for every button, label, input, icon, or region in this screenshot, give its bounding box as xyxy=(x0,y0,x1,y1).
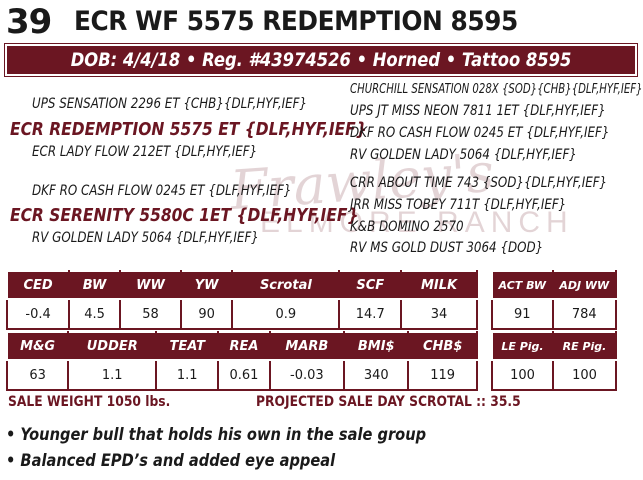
pig-value-le: 100 xyxy=(491,359,554,391)
actuals-table-1: ACT BW ADJ WW 91 784 xyxy=(491,270,618,330)
pig-header-le: LE Pig. xyxy=(491,331,554,361)
act-header-ww: ADJ WW xyxy=(551,270,618,300)
epd-value-rea: 0.61 xyxy=(217,359,271,391)
epd-header-bw: BW xyxy=(68,270,121,300)
epd-header-ww: WW xyxy=(118,270,183,300)
pedigree-dsd: JRR MISS TOBEY 711T {DLF,HYF,IEF} xyxy=(350,197,567,213)
epd-value-chb: 119 xyxy=(407,359,478,391)
epd-header-mg: M&G xyxy=(5,331,70,361)
note-1: • Younger bull that holds his own in the… xyxy=(6,425,427,445)
epd-value-milk: 34 xyxy=(400,298,478,330)
bull-name: ECR WF 5575 REDEMPTION 8595 xyxy=(74,6,518,37)
pedigree-sire: ECR REDEMPTION 5575 ET {DLF,HYF,IEF} xyxy=(10,119,367,140)
epd-value-scrotal: 0.9 xyxy=(231,298,341,330)
pedigree-sds: DKF RO CASH FLOW 0245 ET {DLF,HYF,IEF} xyxy=(350,125,610,141)
epd-value-marb: -0.03 xyxy=(268,359,346,391)
epd-header-rea: REA xyxy=(217,331,271,361)
epd-value-ced: -0.4 xyxy=(5,298,71,330)
epd-header-marb: MARB xyxy=(268,331,346,361)
epd-header-udder: UDDER xyxy=(67,331,158,361)
epd-value-bw: 4.5 xyxy=(68,298,121,330)
note-2: • Balanced EPD’s and added eye appeal xyxy=(6,451,336,471)
epd-value-mg: 63 xyxy=(5,359,70,391)
act-header-bw: ACT BW xyxy=(491,270,554,300)
epd-header-scf: SCF xyxy=(338,270,403,300)
epd-value-teat: 1.1 xyxy=(155,359,220,391)
sale-weight: SALE WEIGHT 1050 lbs. xyxy=(8,394,171,410)
pedigree-ddd: RV MS GOLD DUST 3064 {DOD} xyxy=(350,240,544,256)
pedigree-sdd: RV GOLDEN LADY 5064 {DLF,HYF,IEF} xyxy=(350,147,577,163)
epd-header-yw: YW xyxy=(180,270,234,300)
epd-value-bmi: 340 xyxy=(343,359,410,391)
epd-header-teat: TEAT xyxy=(155,331,220,361)
act-value-ww: 784 xyxy=(551,298,618,330)
info-line: DOB: 4/4/18 • Reg. #43974526 • Horned • … xyxy=(70,49,572,71)
projected-scrotal: PROJECTED SALE DAY SCROTAL :: 35.5 xyxy=(256,394,521,410)
pig-header-re: RE Pig. xyxy=(551,331,618,361)
pedigree-dss: CRR ABOUT TIME 743 {SOD}{DLF,HYF,IEF} xyxy=(350,175,608,191)
act-value-bw: 91 xyxy=(491,298,554,330)
pedigree-dam-sire: DKF RO CASH FLOW 0245 ET {DLF,HYF,IEF} xyxy=(32,183,292,199)
epd-value-yw: 90 xyxy=(180,298,234,330)
pedigree-dds: K&B DOMINO 2570 xyxy=(350,219,464,235)
pedigree-dam: ECR SERENITY 5580C 1ET {DLF,HYF,IEF} xyxy=(10,205,359,226)
epd-header-chb: CHB$ xyxy=(407,331,478,361)
epd-value-udder: 1.1 xyxy=(67,359,158,391)
pedigree-sire-dam: ECR LADY FLOW 212ET {DLF,HYF,IEF} xyxy=(32,144,258,160)
epd-value-ww: 58 xyxy=(118,298,183,330)
lot-number: 39 xyxy=(6,2,52,42)
pedigree-dam-dam: RV GOLDEN LADY 5064 {DLF,HYF,IEF} xyxy=(32,230,259,246)
epd-header-scrotal: Scrotal xyxy=(231,270,341,300)
pedigree-sire-sire: UPS SENSATION 2296 ET {CHB}{DLF,HYF,IEF} xyxy=(32,96,308,112)
epd-header-ced: CED xyxy=(5,270,71,300)
epd-table-2: M&G UDDER TEAT REA MARB BMI$ CHB$ 63 1.1… xyxy=(5,331,478,391)
pig-value-re: 100 xyxy=(551,359,618,391)
actuals-table-2: LE Pig. RE Pig. 100 100 xyxy=(491,331,618,391)
epd-value-scf: 14.7 xyxy=(338,298,403,330)
pedigree-ssd: UPS JT MISS NEON 7811 1ET {DLF,HYF,IEF} xyxy=(350,103,606,119)
epd-table-1: CED BW WW YW Scrotal SCF MILK -0.4 4.5 5… xyxy=(5,270,478,330)
epd-header-milk: MILK xyxy=(400,270,478,300)
pedigree-sss: CHURCHILL SENSATION 028X {SOD}{CHB}{DLF,… xyxy=(350,82,643,97)
info-bar: DOB: 4/4/18 • Reg. #43974526 • Horned • … xyxy=(4,43,638,77)
epd-header-bmi: BMI$ xyxy=(343,331,410,361)
